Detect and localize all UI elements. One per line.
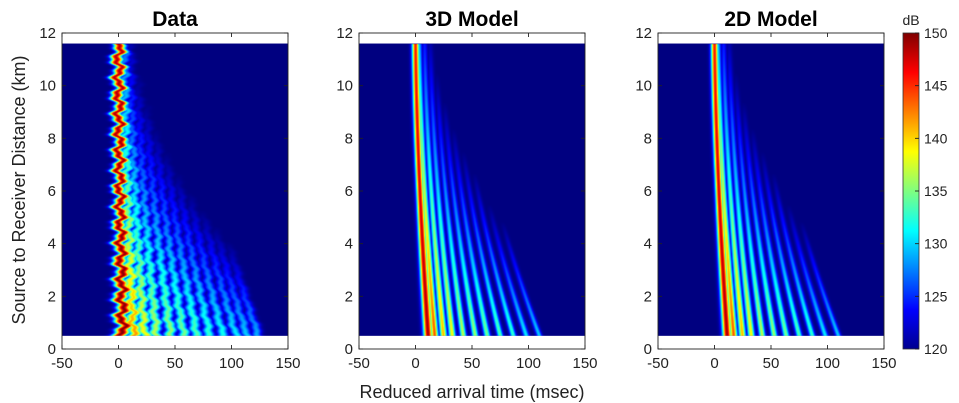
colorbar-tick-label: 135	[924, 183, 948, 199]
x-tick-label: -50	[647, 355, 669, 372]
x-tick-label: 0	[114, 355, 122, 372]
y-tick-label: 8	[644, 130, 652, 147]
y-tick-label: 0	[644, 341, 652, 358]
x-tick-label: -50	[348, 355, 370, 372]
y-tick-label: 0	[345, 341, 353, 358]
y-tick-label: 10	[635, 78, 652, 95]
y-tick-label: 8	[345, 130, 353, 147]
no-data-band-top	[359, 33, 585, 44]
panel-title: 3D Model	[425, 8, 518, 31]
x-tick-label: 100	[516, 355, 541, 372]
y-tick-label: 4	[345, 236, 353, 253]
y-tick-label: 6	[345, 183, 353, 200]
y-tick-label: 10	[39, 78, 56, 95]
heatmap-2d-model	[658, 33, 884, 349]
x-tick-label: 100	[815, 355, 840, 372]
colorbar-tick-label: 130	[924, 236, 948, 252]
y-tick-label: 2	[345, 288, 353, 305]
y-axis-label: Source to Receiver Distance (km)	[9, 55, 29, 324]
y-tick-label: 4	[644, 236, 652, 253]
x-tick-label: 150	[572, 355, 597, 372]
colorbar-tick-label: 125	[924, 288, 948, 304]
colorbar: dB 120 125 130 135 140 145 150	[902, 12, 947, 357]
x-tick-label: 150	[871, 355, 896, 372]
heatmap-3d-model	[359, 33, 585, 349]
x-tick-label: 50	[464, 355, 481, 372]
y-tick-label: 0	[48, 341, 56, 358]
y-tick-label: 12	[336, 25, 353, 42]
panel-title: 2D Model	[724, 8, 817, 31]
colorbar-tick-label: 120	[924, 341, 948, 357]
heatmap-data	[62, 33, 288, 349]
y-tick-label: 4	[48, 236, 56, 253]
y-tick-label: 2	[644, 288, 652, 305]
no-data-band-top	[658, 33, 884, 44]
x-tick-label: 0	[710, 355, 718, 372]
x-tick-label: 50	[763, 355, 780, 372]
x-tick-label: 50	[167, 355, 184, 372]
x-tick-label: 100	[219, 355, 244, 372]
panel-title: Data	[152, 8, 198, 31]
x-tick-label: 0	[411, 355, 419, 372]
y-tick-label: 12	[635, 25, 652, 42]
x-tick-label: -50	[51, 355, 73, 372]
y-tick-label: 10	[336, 78, 353, 95]
colorbar-label: dB	[902, 12, 919, 28]
y-tick-label: 6	[644, 183, 652, 200]
y-tick-label: 12	[39, 25, 56, 42]
x-tick-label: 150	[275, 355, 300, 372]
y-tick-label: 8	[48, 130, 56, 147]
colorbar-tick-label: 150	[924, 25, 948, 41]
x-axis-label: Reduced arrival time (msec)	[359, 382, 584, 402]
y-tick-label: 2	[48, 288, 56, 305]
colorbar-tick-label: 140	[924, 130, 948, 146]
y-tick-label: 6	[48, 183, 56, 200]
colorbar-tick-label: 145	[924, 78, 948, 94]
no-data-band-top	[62, 33, 288, 44]
